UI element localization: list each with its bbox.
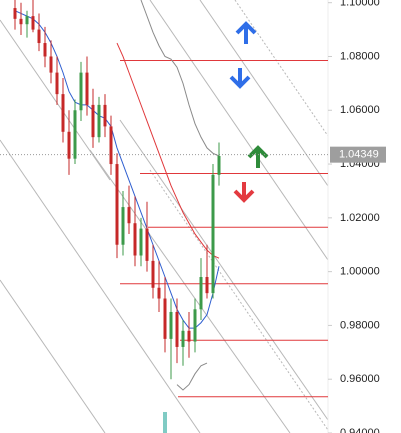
candle-body (211, 174, 215, 294)
candle-body (97, 104, 101, 138)
y-tick-label: 0.94000 (340, 427, 380, 433)
channel-line (89, 149, 291, 433)
candle-body (79, 72, 83, 111)
candle-body (103, 104, 107, 127)
y-tick-label: 1.00000 (340, 266, 380, 278)
candle-body (91, 104, 95, 138)
candle-body (187, 330, 191, 342)
arrow-up (247, 145, 269, 168)
ma-line (140, 0, 220, 157)
candle-body (121, 207, 125, 245)
time-marker (163, 412, 167, 433)
ma-line (116, 42, 220, 259)
channel-line (149, 0, 329, 261)
y-tick-label: 0.98000 (340, 319, 380, 331)
candle-body (133, 223, 137, 256)
candle-body (43, 43, 47, 57)
price-label-box (330, 146, 386, 163)
candle-body (175, 311, 179, 347)
candle-body (157, 287, 161, 299)
candle-body (199, 277, 203, 310)
y-tick-label: 0.96000 (340, 373, 380, 385)
candle-body (217, 155, 221, 175)
candle-body (25, 16, 29, 25)
candle-body (19, 18, 23, 25)
ma-line (176, 362, 208, 391)
candle-body (73, 110, 77, 159)
arrow-up (235, 21, 257, 44)
ma-line (14, 10, 220, 329)
arrow-down (229, 68, 251, 89)
channel-lines (0, 0, 329, 433)
y-tick-label: 1.10000 (340, 0, 380, 9)
candle-body (181, 330, 185, 347)
candle-body (115, 164, 119, 245)
y-tick-label: 1.06000 (340, 104, 380, 116)
channel-line (149, 169, 329, 431)
candle-body (61, 94, 65, 132)
candle-body (169, 311, 173, 339)
candle-body (151, 260, 155, 288)
channel-line (0, 19, 111, 181)
candle-body (193, 309, 197, 342)
y-tick-label: 1.02000 (340, 212, 380, 224)
candle-body (205, 277, 209, 294)
channel-line (234, 0, 329, 137)
candle-body (139, 228, 143, 256)
candle-body (31, 16, 35, 30)
candle-body (145, 228, 149, 261)
arrows (229, 21, 269, 203)
y-tick-label: 1.08000 (340, 50, 380, 62)
candle-body (49, 56, 53, 73)
arrow-down (233, 182, 255, 203)
channel-line (119, 119, 329, 421)
candle-body (127, 207, 131, 224)
candle-body (109, 126, 113, 165)
channel-line (0, 139, 201, 433)
last-price-label: 1.04349 (339, 149, 379, 161)
candle-body (67, 131, 71, 159)
candle-body (85, 72, 89, 105)
candle-body (163, 298, 167, 339)
candle-body (13, 8, 17, 19)
candle-body (55, 72, 59, 95)
candle-body (37, 29, 41, 44)
channel-line (0, 279, 106, 433)
